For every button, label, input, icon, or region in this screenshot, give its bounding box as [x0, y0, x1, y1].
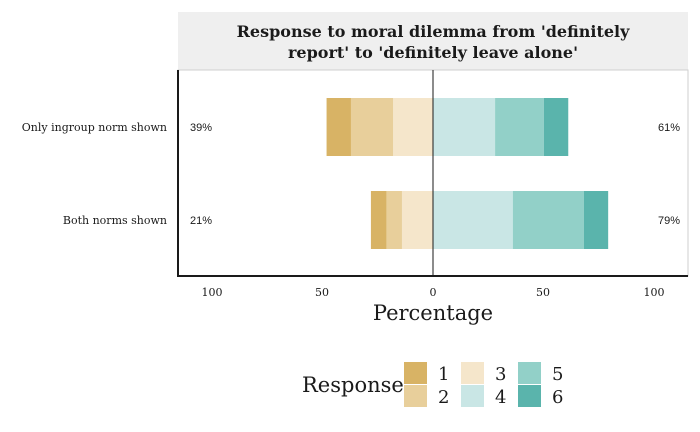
- legend-label-1: 1: [438, 364, 449, 385]
- legend-label-5: 5: [552, 364, 563, 385]
- x-tick-label: 100: [644, 286, 665, 299]
- x-tick-label: 100: [202, 286, 223, 299]
- right-percent-label: 61%: [658, 122, 680, 134]
- bar-segment-4: [433, 191, 513, 249]
- x-axis-title: Percentage: [373, 301, 493, 325]
- bar-segment-1: [370, 191, 387, 249]
- bar-segment-1: [326, 98, 351, 156]
- legend-label-4: 4: [495, 387, 506, 408]
- legend-key-4: [461, 385, 484, 407]
- legend-key-6: [518, 385, 541, 407]
- x-tick-label: 0: [430, 286, 437, 299]
- legend-key-5: [518, 362, 541, 384]
- legend-key-3: [461, 362, 484, 384]
- legend-label-2: 2: [438, 387, 449, 408]
- left-percent-label: 39%: [190, 122, 212, 134]
- category-label: Both norms shown: [63, 214, 167, 227]
- legend-key-1: [404, 362, 427, 384]
- right-percent-label: 79%: [658, 215, 680, 227]
- bar-segment-3: [393, 98, 433, 156]
- bar-segment-3: [401, 191, 433, 249]
- bar-segment-2: [386, 191, 402, 249]
- bar-segment-2: [350, 98, 394, 156]
- x-tick-label: 50: [315, 286, 329, 299]
- left-percent-label: 21%: [190, 215, 212, 227]
- bars-layer: [326, 98, 609, 249]
- bar-segment-5: [512, 191, 584, 249]
- chart-title-line-1: Response to moral dilemma from 'definite…: [237, 22, 630, 41]
- bar-segment-5: [495, 98, 544, 156]
- legend-label-3: 3: [495, 364, 506, 385]
- x-tick-label: 50: [536, 286, 550, 299]
- chart-title-line-2: report' to 'definitely leave alone': [288, 43, 578, 62]
- bar-segment-6: [583, 191, 609, 249]
- title-strip: [178, 12, 688, 70]
- bar-segment-4: [433, 98, 496, 156]
- legend-title: Response: [302, 373, 404, 397]
- legend-key-2: [404, 385, 427, 407]
- legend: Response 1 2 3 4 5 6: [302, 362, 563, 408]
- bar-segment-6: [543, 98, 569, 156]
- legend-label-6: 6: [552, 387, 563, 408]
- category-label: Only ingroup norm shown: [22, 121, 167, 134]
